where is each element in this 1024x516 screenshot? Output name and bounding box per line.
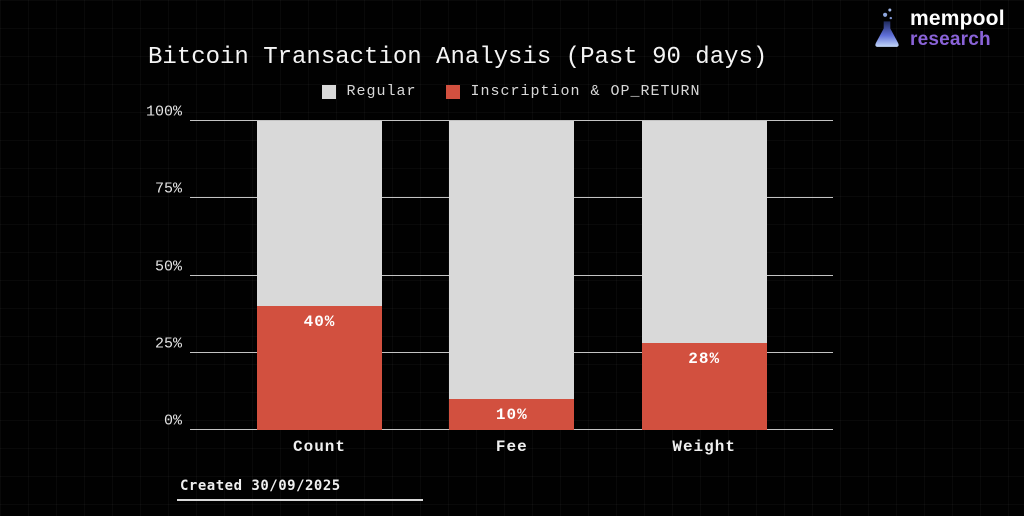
- brand-name: mempool: [910, 6, 1005, 30]
- bar-count: 40%: [257, 121, 382, 430]
- regular-swatch-icon: [322, 84, 337, 99]
- bar-weight: 28%: [641, 121, 767, 430]
- bar-value-label-count: 40%: [303, 313, 336, 332]
- legend-label-inscription: Inscription & OP_RETURN: [470, 83, 701, 100]
- y-tick-label-100: 100%: [145, 103, 182, 121]
- legend-item-inscription: Inscription & OP_RETURN: [446, 83, 700, 100]
- y-tick-label-50: 50%: [154, 258, 182, 275]
- plot-area: 0% 25% 50% 75% 100% 40% Count 10% Fee 28% Weight: [146, 104, 833, 456]
- bar-value-label-fee: 10%: [495, 405, 528, 424]
- brand-wordmark: mempool research: [910, 8, 1005, 49]
- y-tick-label-25: 25%: [154, 335, 182, 353]
- category-label-count: Count: [292, 438, 346, 456]
- brand-logo: mempool research: [870, 5, 1005, 51]
- flask-icon: [875, 8, 899, 47]
- y-tick-label-0: 0%: [163, 412, 182, 430]
- bar-segment-inscription-weight: 28%: [641, 343, 767, 430]
- chart-title: Bitcoin Transaction Analysis (Past 90 da…: [148, 44, 768, 71]
- y-tick-label-75: 75%: [154, 180, 182, 198]
- created-date: Created 30/09/2025: [177, 478, 423, 501]
- inscription-swatch-icon: [446, 84, 461, 99]
- gridline-100: [190, 120, 833, 121]
- bar-segment-inscription-fee: 10%: [449, 399, 575, 430]
- legend-label-regular: Regular: [346, 83, 417, 100]
- bar-fee: 10%: [449, 121, 575, 430]
- category-label-weight: Weight: [672, 438, 736, 456]
- bar-segment-inscription-count: 40%: [257, 306, 382, 430]
- legend-item-regular: Regular: [322, 83, 416, 100]
- brand-subname: research: [910, 28, 991, 50]
- bar-value-label-weight: 28%: [688, 350, 721, 369]
- chart-legend: Regular Inscription & OP_RETURN: [190, 83, 833, 100]
- category-label-fee: Fee: [495, 438, 528, 456]
